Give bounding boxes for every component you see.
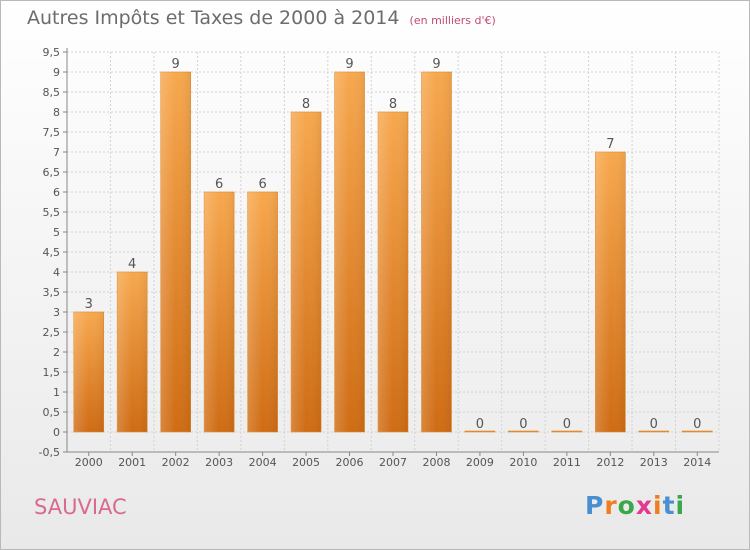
logo-letter: t [662,491,676,520]
y-tick-label: 6,5 [43,166,61,179]
data-label: 7 [606,137,614,152]
x-tick-label: 2005 [292,456,320,469]
y-tick-label: 9,5 [43,46,61,59]
data-label: 9 [432,57,440,72]
bar [551,430,583,433]
y-tick-label: 2 [53,346,60,359]
logo-letter: i [653,491,663,520]
commune-name: SAUVIAC [34,495,127,519]
chart-subtitle: (en milliers d'€) [409,14,496,27]
y-tick-label: 4 [53,266,60,279]
x-tick-label: 2010 [509,456,537,469]
x-tick-label: 2009 [466,456,494,469]
y-tick-label: 7 [53,146,60,159]
bar [508,430,539,433]
bar-highlight [334,72,365,432]
bar-highlight [421,72,452,432]
x-tick-label: 2002 [162,456,190,469]
x-tick-label: 2004 [249,456,277,469]
chart-title: Autres Impôts et Taxes de 2000 à 2014 (e… [27,7,496,29]
logo-letter: P [585,491,605,520]
bar-highlight [160,72,191,432]
bar [681,430,713,433]
y-tick-label: 7,5 [43,126,61,139]
x-tick-label: 2007 [379,456,407,469]
data-label: 0 [693,417,701,432]
x-tick-label: 2000 [75,456,103,469]
data-label: 3 [85,297,93,312]
proxiti-logo[interactable]: Proxiti [585,491,685,520]
y-tick-label: 3,5 [43,286,61,299]
bar-highlight [247,192,278,432]
logo-letter: x [635,491,653,520]
y-tick-label: 5 [53,226,60,239]
y-tick-label: 1 [53,386,60,399]
x-tick-label: 2013 [640,456,668,469]
data-label: 8 [389,97,397,112]
title-text: Autres Impôts et Taxes de 2000 à 2014 [27,7,400,29]
data-label: 0 [563,417,571,432]
y-tick-label: 1,5 [43,366,61,379]
y-tick-label: 8,5 [43,86,61,99]
data-label: 6 [258,177,266,192]
data-label: 0 [519,417,527,432]
data-label: 9 [345,57,353,72]
y-tick-label: 4,5 [43,246,61,259]
y-tick-label: 6 [53,186,60,199]
y-tick-label: 9 [53,66,60,79]
x-tick-label: 2008 [422,456,450,469]
bar-highlight [378,112,408,432]
logo-letter: o [617,491,636,520]
x-tick-label: 2014 [683,456,711,469]
data-label: 8 [302,97,310,112]
bar [464,430,496,433]
x-tick-label: 2003 [205,456,233,469]
y-tick-label: 8 [53,106,60,119]
bar-highlight [73,312,104,432]
logo-letter: i [675,491,686,520]
x-tick-label: 2001 [118,456,146,469]
y-tick-label: -0,5 [39,446,60,459]
bar [638,430,670,433]
data-label: 6 [215,177,223,192]
x-tick-label: 2011 [553,456,581,469]
y-tick-label: 0,5 [43,406,61,419]
x-tick-label: 2006 [336,456,364,469]
bar-highlight [291,112,322,432]
bar-highlight [595,152,626,432]
logo-letter: r [604,491,618,520]
y-tick-label: 0 [53,426,60,439]
data-label: 9 [172,57,180,72]
y-tick-label: 3 [53,306,60,319]
x-tick-label: 2012 [596,456,624,469]
data-label: 0 [476,417,484,432]
data-label: 0 [650,417,658,432]
bar-highlight [117,272,148,432]
bar-highlight [204,192,235,432]
y-tick-label: 5,5 [43,206,61,219]
data-label: 4 [128,257,136,272]
y-tick-label: 2,5 [43,326,61,339]
